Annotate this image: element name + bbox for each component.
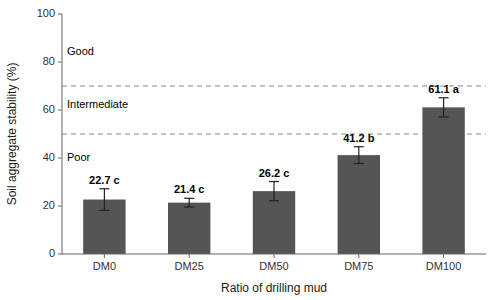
- error-bar-stem: [189, 198, 190, 207]
- data-labels: 22.7 c 21.4 c 26.2 c 41.2 b 61.1 a: [89, 83, 460, 196]
- y-tick: [58, 62, 62, 63]
- reference-line: [62, 86, 486, 87]
- y-tick: [58, 14, 62, 15]
- data-label: 61.1 a: [428, 83, 459, 95]
- chart-container: 0 20 40 60 80 100 22.7 c 21.4 c 26.2 c 41.2 b 61.1…: [0, 0, 500, 300]
- y-tick-label: 60: [43, 103, 55, 115]
- bar: [168, 203, 210, 254]
- y-axis-line: [62, 14, 63, 254]
- error-bar: [184, 198, 194, 207]
- x-axis-title: Ratio of drilling mud: [221, 281, 327, 295]
- zone-label: Poor: [67, 151, 91, 163]
- x-tick: [274, 254, 275, 258]
- x-tick-label: DM100: [426, 260, 461, 272]
- error-bar-cap: [99, 188, 109, 189]
- data-label: 26.2 c: [259, 167, 290, 179]
- error-bar-cap: [439, 116, 449, 117]
- x-axis: DM0 DM25 DM50 DM75 DM100: [93, 254, 462, 272]
- x-tick-label: DM25: [175, 260, 204, 272]
- error-bar-cap: [184, 198, 194, 199]
- error-bar-cap: [269, 181, 279, 182]
- error-bar-cap: [184, 206, 194, 207]
- y-tick: [58, 158, 62, 159]
- error-bar-cap: [439, 97, 449, 98]
- error-bar-stem: [443, 98, 444, 117]
- error-bar-stem: [273, 182, 274, 201]
- y-tick: [58, 110, 62, 111]
- y-tick-label: 20: [43, 199, 55, 211]
- y-tick-label: 100: [37, 7, 55, 19]
- error-bar-cap: [354, 146, 364, 147]
- x-tick: [189, 254, 190, 258]
- data-label: 21.4 c: [174, 183, 205, 195]
- x-tick: [358, 254, 359, 258]
- chart-svg: 0 20 40 60 80 100 22.7 c 21.4 c 26.2 c 41.2 b 61.1…: [0, 0, 500, 300]
- y-axis-title: Soil aggregate stability (%): [5, 63, 19, 206]
- y-tick: [58, 206, 62, 207]
- error-bar: [354, 147, 364, 164]
- bar: [422, 107, 464, 254]
- bar: [338, 155, 380, 254]
- x-tick-label: DM0: [93, 260, 116, 272]
- annotations: Good Intermediate Poor: [67, 45, 128, 163]
- x-tick: [104, 254, 105, 258]
- x-tick: [443, 254, 444, 258]
- error-bar-stem: [104, 189, 105, 211]
- x-tick-label: DM50: [259, 260, 288, 272]
- bars: [83, 98, 465, 254]
- error-bar-cap: [269, 200, 279, 201]
- data-label: 41.2 b: [343, 132, 374, 144]
- x-tick-label: DM75: [344, 260, 373, 272]
- data-label: 22.7 c: [89, 174, 120, 186]
- y-tick: [58, 254, 62, 255]
- error-bar-stem: [358, 147, 359, 164]
- error-bar-cap: [99, 210, 109, 211]
- error-bar-cap: [354, 163, 364, 164]
- bar: [253, 191, 295, 254]
- error-bar: [99, 189, 109, 211]
- y-axis: 0 20 40 60 80 100: [37, 7, 62, 259]
- y-tick-label: 80: [43, 55, 55, 67]
- y-tick-label: 40: [43, 151, 55, 163]
- error-bar: [269, 182, 279, 201]
- zone-label: Good: [67, 45, 94, 57]
- zone-label: Intermediate: [67, 98, 128, 110]
- y-tick-label: 0: [49, 247, 55, 259]
- error-bar: [439, 98, 449, 117]
